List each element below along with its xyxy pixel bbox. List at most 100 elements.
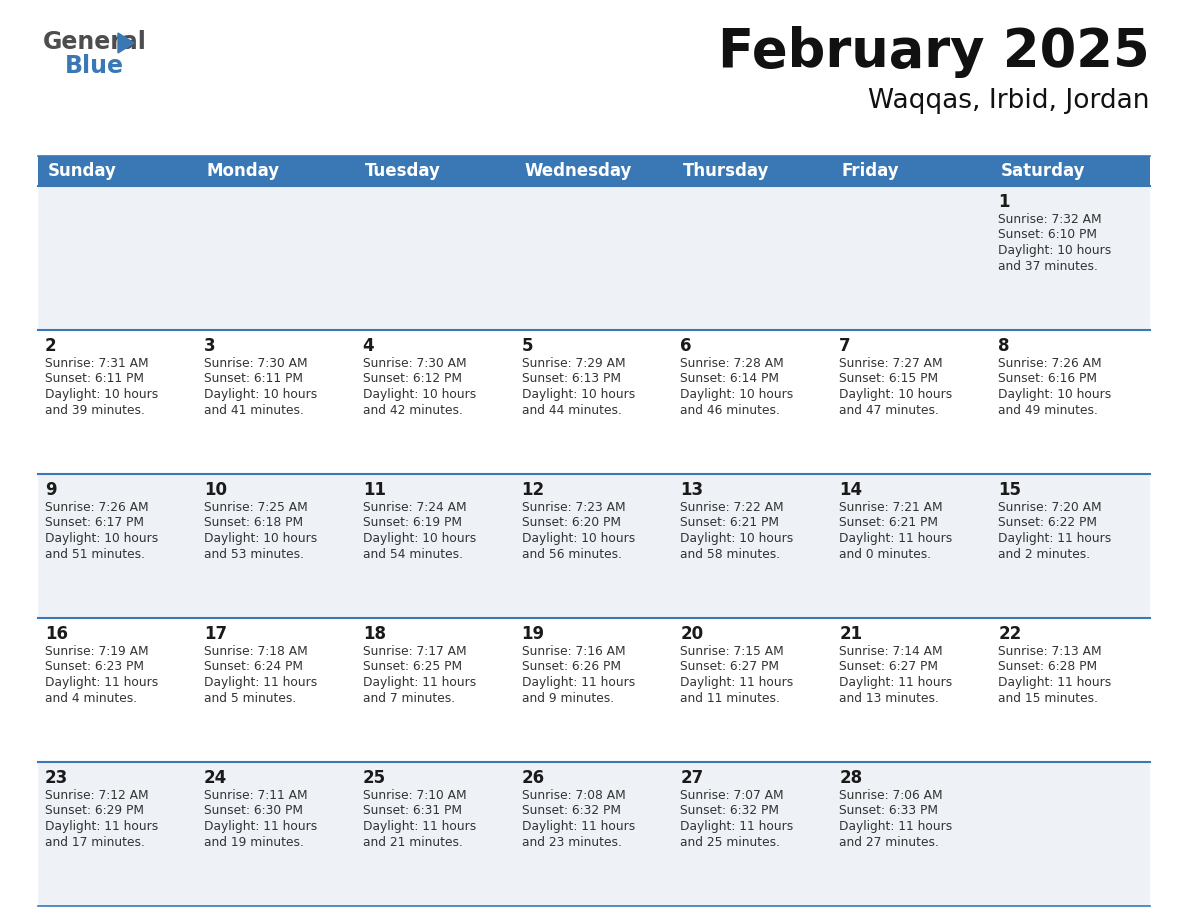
Text: Sunset: 6:16 PM: Sunset: 6:16 PM — [998, 373, 1098, 386]
Bar — [355, 618, 514, 762]
Text: 16: 16 — [45, 625, 68, 643]
Text: Sunset: 6:27 PM: Sunset: 6:27 PM — [839, 660, 939, 674]
Text: and 15 minutes.: and 15 minutes. — [998, 691, 1098, 704]
Text: Sunset: 6:30 PM: Sunset: 6:30 PM — [204, 804, 303, 818]
Text: Wednesday: Wednesday — [524, 162, 632, 180]
Text: Daylight: 11 hours: Daylight: 11 hours — [522, 820, 634, 833]
Text: 8: 8 — [998, 337, 1010, 355]
Bar — [833, 156, 991, 186]
Text: 3: 3 — [204, 337, 215, 355]
Text: Sunrise: 7:07 AM: Sunrise: 7:07 AM — [681, 789, 784, 802]
Bar — [38, 762, 197, 906]
Text: Daylight: 11 hours: Daylight: 11 hours — [681, 676, 794, 689]
Bar — [197, 186, 355, 330]
Text: Daylight: 10 hours: Daylight: 10 hours — [998, 388, 1112, 401]
Text: Monday: Monday — [207, 162, 279, 180]
Bar — [991, 762, 1150, 906]
Bar — [991, 156, 1150, 186]
Bar — [674, 330, 833, 474]
Text: Daylight: 11 hours: Daylight: 11 hours — [204, 820, 317, 833]
Bar — [514, 186, 674, 330]
Text: Daylight: 11 hours: Daylight: 11 hours — [362, 820, 476, 833]
Text: and 46 minutes.: and 46 minutes. — [681, 404, 781, 417]
Bar — [197, 618, 355, 762]
Text: Daylight: 10 hours: Daylight: 10 hours — [362, 388, 476, 401]
Text: and 23 minutes.: and 23 minutes. — [522, 835, 621, 848]
Text: Daylight: 10 hours: Daylight: 10 hours — [522, 532, 634, 545]
Text: Sunset: 6:32 PM: Sunset: 6:32 PM — [522, 804, 620, 818]
Text: and 4 minutes.: and 4 minutes. — [45, 691, 137, 704]
Text: and 9 minutes.: and 9 minutes. — [522, 691, 614, 704]
Text: and 2 minutes.: and 2 minutes. — [998, 547, 1091, 561]
Text: 17: 17 — [204, 625, 227, 643]
Text: Sunset: 6:20 PM: Sunset: 6:20 PM — [522, 517, 620, 530]
Text: 1: 1 — [998, 193, 1010, 211]
Text: and 51 minutes.: and 51 minutes. — [45, 547, 145, 561]
Text: and 37 minutes.: and 37 minutes. — [998, 260, 1098, 273]
Text: Sunrise: 7:25 AM: Sunrise: 7:25 AM — [204, 501, 308, 514]
Text: and 58 minutes.: and 58 minutes. — [681, 547, 781, 561]
Text: Daylight: 11 hours: Daylight: 11 hours — [681, 820, 794, 833]
Text: Daylight: 11 hours: Daylight: 11 hours — [204, 676, 317, 689]
Text: 6: 6 — [681, 337, 691, 355]
Text: 2: 2 — [45, 337, 57, 355]
Text: 28: 28 — [839, 769, 862, 787]
Bar — [38, 186, 197, 330]
Text: Sunset: 6:14 PM: Sunset: 6:14 PM — [681, 373, 779, 386]
Text: Daylight: 10 hours: Daylight: 10 hours — [204, 532, 317, 545]
Bar — [355, 330, 514, 474]
Text: 19: 19 — [522, 625, 544, 643]
Text: Sunset: 6:17 PM: Sunset: 6:17 PM — [45, 517, 144, 530]
Text: February 2025: February 2025 — [719, 26, 1150, 78]
Text: Daylight: 10 hours: Daylight: 10 hours — [45, 532, 158, 545]
Bar — [514, 330, 674, 474]
Text: Daylight: 10 hours: Daylight: 10 hours — [839, 388, 953, 401]
Text: Sunrise: 7:12 AM: Sunrise: 7:12 AM — [45, 789, 148, 802]
Text: and 53 minutes.: and 53 minutes. — [204, 547, 304, 561]
Bar — [355, 474, 514, 618]
Bar — [38, 618, 197, 762]
Text: Daylight: 11 hours: Daylight: 11 hours — [998, 532, 1112, 545]
Text: Sunrise: 7:15 AM: Sunrise: 7:15 AM — [681, 645, 784, 658]
Text: Sunday: Sunday — [48, 162, 116, 180]
Text: Thursday: Thursday — [683, 162, 770, 180]
Text: Sunset: 6:25 PM: Sunset: 6:25 PM — [362, 660, 462, 674]
Text: Sunset: 6:21 PM: Sunset: 6:21 PM — [681, 517, 779, 530]
Text: and 17 minutes.: and 17 minutes. — [45, 835, 145, 848]
Text: Blue: Blue — [65, 54, 124, 78]
Bar — [833, 330, 991, 474]
Text: Friday: Friday — [842, 162, 899, 180]
Bar — [38, 330, 197, 474]
Text: 9: 9 — [45, 481, 57, 499]
Text: Sunrise: 7:30 AM: Sunrise: 7:30 AM — [204, 357, 308, 370]
Text: 10: 10 — [204, 481, 227, 499]
Bar — [833, 186, 991, 330]
Text: Sunrise: 7:20 AM: Sunrise: 7:20 AM — [998, 501, 1101, 514]
Text: and 27 minutes.: and 27 minutes. — [839, 835, 940, 848]
Text: Sunrise: 7:06 AM: Sunrise: 7:06 AM — [839, 789, 943, 802]
Text: Daylight: 11 hours: Daylight: 11 hours — [522, 676, 634, 689]
Text: 15: 15 — [998, 481, 1022, 499]
Text: Sunrise: 7:17 AM: Sunrise: 7:17 AM — [362, 645, 467, 658]
Text: Sunset: 6:13 PM: Sunset: 6:13 PM — [522, 373, 620, 386]
Bar — [991, 186, 1150, 330]
Text: Sunset: 6:31 PM: Sunset: 6:31 PM — [362, 804, 462, 818]
Text: and 7 minutes.: and 7 minutes. — [362, 691, 455, 704]
Text: Sunrise: 7:29 AM: Sunrise: 7:29 AM — [522, 357, 625, 370]
Text: Sunset: 6:29 PM: Sunset: 6:29 PM — [45, 804, 144, 818]
Text: Sunset: 6:11 PM: Sunset: 6:11 PM — [45, 373, 144, 386]
Text: and 0 minutes.: and 0 minutes. — [839, 547, 931, 561]
Bar — [197, 474, 355, 618]
Bar — [38, 156, 197, 186]
Text: Sunset: 6:12 PM: Sunset: 6:12 PM — [362, 373, 462, 386]
Text: Sunset: 6:27 PM: Sunset: 6:27 PM — [681, 660, 779, 674]
Text: Sunrise: 7:26 AM: Sunrise: 7:26 AM — [998, 357, 1101, 370]
Text: Sunrise: 7:27 AM: Sunrise: 7:27 AM — [839, 357, 943, 370]
Text: 12: 12 — [522, 481, 544, 499]
Text: Sunrise: 7:14 AM: Sunrise: 7:14 AM — [839, 645, 943, 658]
Text: Daylight: 11 hours: Daylight: 11 hours — [45, 820, 158, 833]
Text: 5: 5 — [522, 337, 533, 355]
Text: Sunrise: 7:10 AM: Sunrise: 7:10 AM — [362, 789, 467, 802]
Text: and 25 minutes.: and 25 minutes. — [681, 835, 781, 848]
Text: and 39 minutes.: and 39 minutes. — [45, 404, 145, 417]
